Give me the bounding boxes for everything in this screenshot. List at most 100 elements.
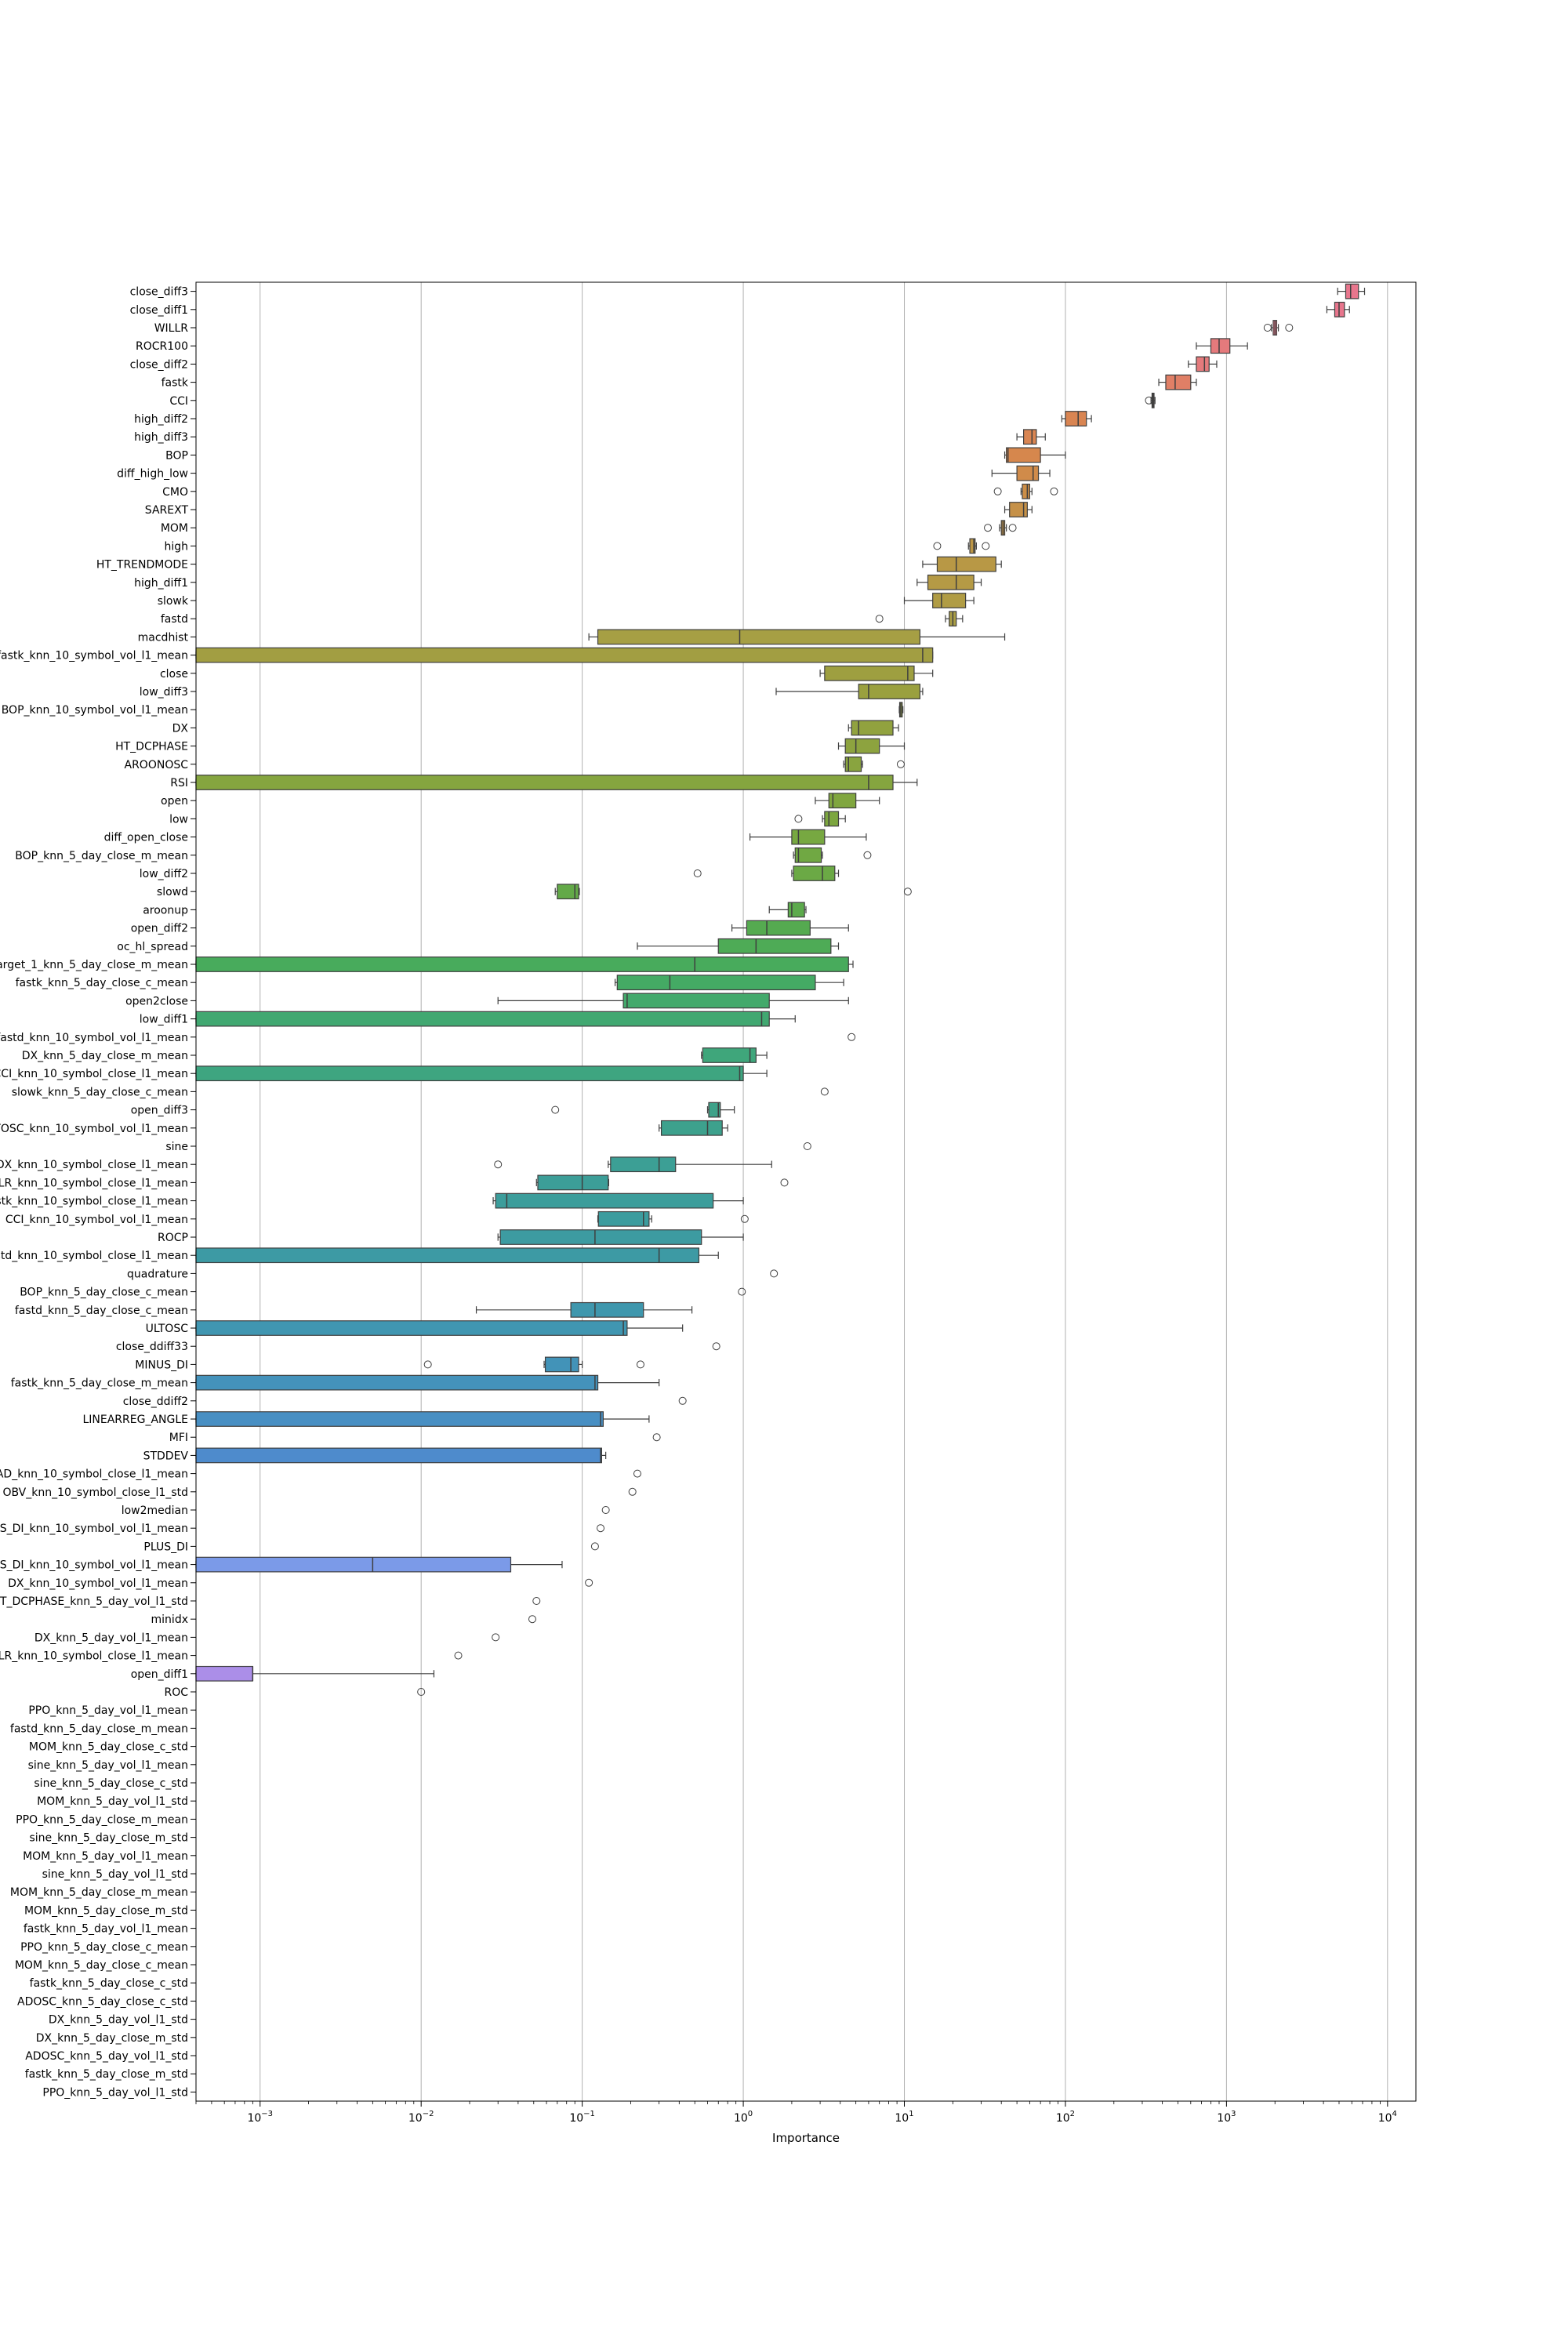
y-tick-label: close_diff3	[130, 286, 188, 299]
outlier-point	[693, 869, 702, 877]
iqr-box	[932, 593, 967, 608]
box-target_1_knn_5_day_close_m_mean	[195, 956, 854, 972]
y-tick-label: low_diff2	[140, 868, 188, 880]
x-tick-exponent: 1	[909, 2110, 913, 2118]
outlier-point	[1008, 524, 1017, 532]
box-CCI_knn_10_symbol_vol_l1_mean	[597, 1210, 749, 1227]
y-tick-label: fastk_knn_5_day_close_c_std	[30, 1977, 188, 1990]
box-ULTOSC_knn_10_symbol_vol_l1_mean	[659, 1120, 728, 1136]
iqr-box	[544, 1356, 579, 1373]
box-AD_knn_10_symbol_close_l1_mean	[633, 1469, 641, 1478]
box-AROONOSC	[843, 756, 905, 772]
iqr-box	[708, 1102, 721, 1118]
y-tick-label: PPO_knn_5_day_vol_l1_mean	[28, 1704, 188, 1717]
y-tick-label: MOM_knn_5_day_vol_l1_std	[37, 1795, 188, 1808]
y-tick-label: DX_knn_5_day_close_m_std	[36, 2032, 188, 2045]
box-WILLR	[1263, 320, 1294, 336]
box-BOP_knn_5_day_close_m_mean	[793, 847, 872, 863]
y-tick-label: sine_knn_5_day_close_m_std	[29, 1832, 188, 1845]
box-fastk	[1158, 374, 1197, 390]
x-tick-base: 10	[1217, 2112, 1231, 2125]
y-tick-label: diff_high_low	[117, 468, 188, 481]
iqr-box	[195, 956, 849, 972]
y-tick-label: close_ddiff2	[123, 1396, 188, 1408]
box-fastk_knn_5_day_close_m_mean	[195, 1374, 660, 1391]
iqr-box	[195, 1011, 770, 1027]
outlier-point	[590, 1542, 599, 1551]
box-WILLR_knn_10_symbol_close_l1_mean	[535, 1174, 789, 1191]
x-tick-base: 10	[408, 2112, 423, 2125]
x-tick-exponent: 3	[1231, 2110, 1236, 2118]
y-tick-label: low2median	[122, 1504, 188, 1517]
iqr-box	[1006, 447, 1041, 463]
outlier-point	[633, 1469, 641, 1478]
outlier-point	[848, 1033, 856, 1041]
iqr-box	[844, 738, 880, 754]
y-tick-label: high_diff1	[134, 577, 188, 590]
outlier-point	[993, 487, 1002, 495]
box-diff_high_low	[991, 465, 1051, 481]
y-tick-label: diff_open_close	[104, 832, 188, 844]
box-close_ddiff33	[712, 1342, 720, 1351]
box-BOP_knn_5_day_close_c_mean	[738, 1287, 746, 1296]
y-tick-label: target_1_knn_5_day_close_m_mean	[0, 959, 188, 971]
x-tick-exponent: −1	[583, 2110, 595, 2118]
box-close_ddiff2	[678, 1396, 687, 1405]
box-macdhist	[588, 629, 1006, 645]
iqr-box	[597, 629, 921, 645]
box-MINUS_DI_knn_10_symbol_vol_l1_mean	[597, 1524, 605, 1533]
y-tick-label: SAREXT	[145, 504, 189, 517]
y-tick-label: fastd_knn_5_day_close_m_mean	[10, 1722, 188, 1735]
y-tick-label: MFI	[169, 1432, 188, 1444]
y-tick-label: slowk_knn_5_day_close_c_mean	[12, 1086, 188, 1098]
iqr-box	[195, 1665, 253, 1682]
box-fastd_knn_10_symbol_close_l1_mean	[195, 1247, 719, 1264]
iqr-box	[746, 920, 811, 936]
box-aroonup	[768, 902, 807, 918]
y-tick-label: slowk	[158, 595, 189, 608]
box-slowk_knn_5_day_close_c_mean	[820, 1087, 829, 1096]
outlier-point	[820, 1087, 829, 1096]
box-low2median	[601, 1506, 610, 1514]
boxes	[195, 283, 1366, 1696]
iqr-box	[616, 975, 816, 991]
outlier-point	[532, 1597, 541, 1605]
y-tick-label: open_diff1	[131, 1668, 188, 1681]
y-tick-label: open_diff2	[131, 923, 188, 935]
box-minidx	[528, 1615, 536, 1624]
box-fastd	[875, 611, 964, 627]
box-STDDEV	[195, 1447, 607, 1464]
y-tick-label: PPO_knn_5_day_close_c_mean	[20, 1941, 188, 1954]
x-tick-base: 10	[247, 2112, 261, 2125]
x-tick-label: 104	[1378, 2110, 1397, 2125]
y-tick-label: DX_knn_5_day_vol_l1_std	[49, 2014, 188, 2027]
box-slowk	[903, 593, 975, 608]
y-tick-label: high_diff2	[134, 413, 188, 426]
y-tick-label: close_diff2	[130, 358, 188, 371]
iqr-box	[597, 1210, 650, 1227]
box-fastk_knn_10_symbol_vol_l1_mean	[195, 647, 934, 663]
iqr-box	[499, 1229, 702, 1245]
box-CMO	[993, 483, 1058, 499]
y-tick-label: LINEARREG_ANGLE	[82, 1414, 188, 1426]
box-open2close	[497, 993, 849, 1009]
y-tick-label: slowd	[157, 886, 188, 898]
y-tick-label: fastk_knn_10_symbol_vol_l1_mean	[0, 650, 188, 662]
box-close_diff1	[1326, 301, 1350, 318]
y-tick-label: sine_knn_5_day_vol_l1_std	[42, 1868, 188, 1881]
y-tick-label: DX_knn_10_symbol_vol_l1_mean	[8, 1577, 188, 1590]
y-tick-label: DX_knn_5_day_close_m_mean	[22, 1050, 188, 1062]
y-tick-label: CCI	[169, 395, 188, 408]
y-tick-label: RSI	[170, 777, 188, 789]
box-fastk_knn_5_day_close_c_mean	[614, 975, 844, 991]
box-HT_DCPHASE_knn_5_day_vol_l1_std	[532, 1597, 541, 1605]
y-tick-label: sine	[165, 1141, 188, 1153]
iqr-box	[1009, 502, 1028, 517]
y-tick-label: minidx	[151, 1613, 188, 1626]
y-tick-label: low	[169, 813, 188, 826]
y-tick-label: MINUS_DI	[135, 1359, 188, 1371]
y-tick-label: DX_knn_10_symbol_close_l1_mean	[0, 1159, 188, 1171]
outlier-point	[794, 815, 803, 823]
outlier-point	[551, 1105, 560, 1114]
